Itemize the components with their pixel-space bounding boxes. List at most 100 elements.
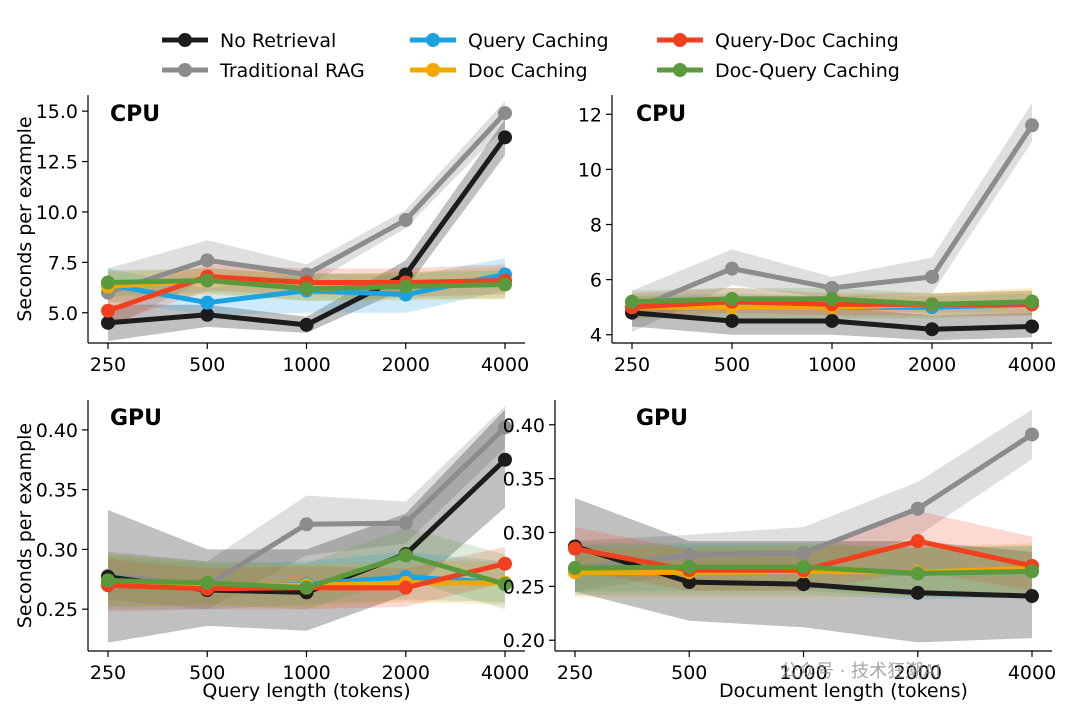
- watermark: 公众号 · 技术狂潮AI: [780, 661, 941, 682]
- data-point: [925, 269, 939, 284]
- y-tick-label: 0.35: [36, 480, 78, 502]
- panel-title: CPU: [110, 102, 160, 127]
- y-axis-title: Seconds per example: [14, 423, 36, 628]
- data-point: [299, 317, 314, 332]
- data-point: [825, 313, 839, 328]
- data-point: [398, 548, 413, 563]
- y-tick-label: 0.25: [503, 576, 545, 598]
- chart-panels: 250 500 1000 2000 4000 5.0 7.5 10.0 12.5 15.0 CPU S…: [14, 95, 1056, 702]
- data-point: [625, 294, 639, 309]
- y-tick-label: 15.0: [36, 101, 78, 123]
- y-tick-label: 6: [590, 270, 602, 292]
- series-no-retrieval: [101, 130, 512, 332]
- panel-gpu-doc: 250 500 1000 2000 4000 0.20 0.25 0.30 0.35 0.40 GP…: [503, 400, 1056, 702]
- legend-label: No Retrieval: [220, 30, 336, 52]
- data-point: [101, 303, 115, 318]
- x-tick-label: 1000: [808, 354, 856, 376]
- data-point: [1025, 118, 1039, 133]
- data-point: [200, 307, 215, 322]
- legend-label: Doc-Query Caching: [715, 60, 900, 82]
- data-point: [796, 577, 811, 592]
- legend-marker: [426, 33, 440, 47]
- data-point: [498, 420, 512, 435]
- legend-label: Doc Caching: [468, 60, 588, 82]
- data-point: [1025, 564, 1039, 579]
- data-point: [796, 545, 811, 560]
- data-point: [498, 577, 512, 592]
- data-point: [910, 585, 925, 600]
- data-point: [200, 575, 215, 590]
- legend-label: Query-Doc Caching: [715, 30, 899, 52]
- legend-item-doc-caching: Doc Caching: [410, 60, 588, 82]
- data-point: [299, 580, 314, 595]
- x-axis-title: Query length (tokens): [202, 680, 410, 702]
- y-tick-label: 0.25: [36, 599, 78, 621]
- x-tick-label: 500: [189, 354, 225, 376]
- data-point: [498, 130, 512, 145]
- data-point: [498, 452, 512, 467]
- panel-cpu-query: 250 500 1000 2000 4000 5.0 7.5 10.0 12.5 15.0 CPU S…: [14, 95, 529, 376]
- y-tick-label: 12.5: [36, 152, 78, 174]
- data-point: [568, 541, 582, 556]
- series-doc-query-caching: [625, 291, 1039, 312]
- data-point: [1025, 319, 1039, 334]
- legend: No Retrieval Traditional RAG Query Caching…: [162, 30, 900, 82]
- data-point: [299, 281, 314, 296]
- band-traditional-rag: [575, 409, 1032, 592]
- y-tick-label: 0.30: [503, 523, 545, 545]
- data-point: [398, 516, 413, 531]
- x-tick-label: 4000: [481, 662, 529, 684]
- data-point: [200, 273, 215, 288]
- y-axis-title: Seconds per example: [14, 116, 36, 321]
- y-tick-label: 0.40: [503, 415, 545, 437]
- data-point: [299, 517, 314, 532]
- y-tick-label: 10: [578, 159, 602, 181]
- panel-gpu-query: 250 500 1000 2000 4000 0.25 0.30 0.35 0.40 GPU Sec…: [14, 400, 529, 702]
- panel-title: GPU: [636, 406, 688, 431]
- y-tick-label: 8: [590, 215, 602, 237]
- x-tick-label: 250: [90, 662, 126, 684]
- x-tick-label: 250: [557, 662, 593, 684]
- y-tick-label: 0.35: [503, 469, 545, 491]
- data-point: [568, 561, 582, 576]
- x-tick-label: 500: [714, 354, 750, 376]
- data-point: [725, 291, 739, 306]
- data-point: [725, 261, 739, 276]
- x-tick-label: 1000: [779, 662, 827, 684]
- y-tick-label: 5.0: [48, 303, 78, 325]
- x-tick-label: 2000: [382, 354, 430, 376]
- data-point: [398, 580, 413, 595]
- data-point: [925, 297, 939, 312]
- x-tick-label: 250: [614, 354, 650, 376]
- data-point: [101, 275, 115, 290]
- y-tick-label: 7.5: [48, 252, 78, 274]
- y-tick-label: 12: [578, 104, 602, 126]
- panel-title: GPU: [110, 406, 162, 431]
- x-tick-label: 4000: [1008, 662, 1056, 684]
- data-point: [498, 106, 512, 121]
- data-point: [725, 313, 739, 328]
- legend-item-no-retrieval: No Retrieval: [162, 30, 336, 52]
- legend-marker: [178, 33, 192, 47]
- x-tick-label: 2000: [894, 662, 942, 684]
- x-tick-label: 1000: [282, 662, 330, 684]
- y-tick-label: 0.20: [503, 630, 545, 652]
- data-point: [1025, 294, 1039, 309]
- data-point: [101, 315, 115, 330]
- series-doc-query-caching: [101, 273, 512, 296]
- legend-marker: [673, 63, 687, 77]
- y-tick-label: 0.40: [36, 420, 78, 442]
- series-doc-query-caching: [568, 559, 1039, 581]
- legend-marker: [426, 63, 440, 77]
- data-point: [101, 573, 115, 588]
- y-tick-label: 4: [590, 325, 602, 347]
- data-point: [825, 280, 839, 295]
- y-tick-label: 0.30: [36, 539, 78, 561]
- legend-label: Traditional RAG: [219, 60, 365, 82]
- data-point: [498, 277, 512, 292]
- data-point: [398, 279, 413, 294]
- data-point: [200, 295, 215, 310]
- data-point: [682, 575, 697, 590]
- legend-item-doc-query-caching: Doc-Query Caching: [657, 60, 900, 82]
